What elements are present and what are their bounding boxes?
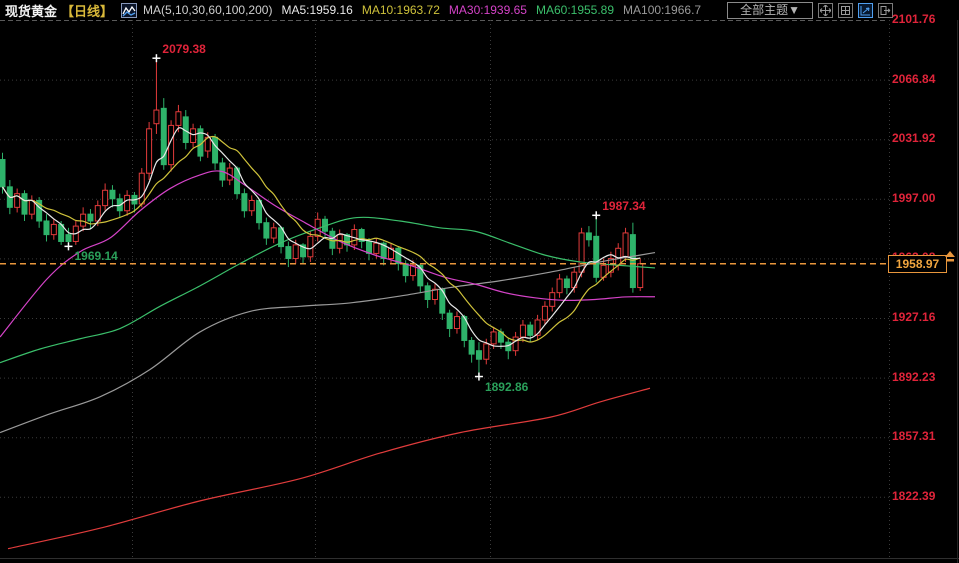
fit-scale-icon[interactable] — [838, 3, 853, 18]
ma-group-label: MA(5,10,30,60,100,200) — [143, 3, 273, 17]
axis-price-label: 2101.76 — [892, 12, 936, 26]
symbol-title: 现货黄金 — [5, 3, 58, 19]
axis-price-label: 2031.92 — [892, 131, 936, 146]
ma30-value: MA30:1939.65 — [448, 3, 527, 17]
axis-price-label: 1822.39 — [892, 488, 936, 503]
ma60-value: MA60:1955.89 — [535, 3, 615, 17]
axis-price-label: 1892.23 — [892, 369, 936, 384]
high-price-annotation: 1987.34 — [602, 199, 646, 214]
pan-icon[interactable] — [818, 3, 833, 18]
chart-header: 现货黄金 【日线】 MA(5,10,30,60,100,200) MA5:195… — [0, 0, 959, 20]
trend-tool-icon[interactable] — [858, 3, 873, 18]
ma100-value: MA100:1966.7 — [623, 3, 702, 17]
period-label: 【日线】 — [61, 3, 114, 19]
candlestick-chart[interactable]: 2101.762066.842031.921997.001962.081927.… — [0, 12, 959, 563]
axis-price-label: 2066.84 — [892, 71, 936, 86]
axis-price-label: 1927.16 — [892, 310, 936, 324]
latest-price-arrow-icon[interactable] — [944, 250, 956, 268]
collapse-panel-icon[interactable] — [878, 3, 893, 18]
chart-canvas[interactable] — [0, 20, 959, 563]
low-price-annotation: 1969.14 — [74, 249, 118, 264]
low-price-annotation: 1892.86 — [484, 379, 529, 394]
high-price-annotation: 2079.38 — [162, 42, 206, 57]
ma5-value: MA5:1959.16 — [281, 3, 353, 17]
kline-chart-icon — [121, 2, 138, 18]
ma10-value: MA10:1963.72 — [361, 3, 440, 17]
all-themes-dropdown[interactable]: 全部主题▼ — [727, 2, 813, 19]
current-price-box: 1958.97 — [888, 254, 947, 273]
axis-price-label: 1997.00 — [892, 190, 936, 205]
axis-price-label: 1857.31 — [892, 429, 936, 444]
header-controls: 全部主题▼ — [727, 2, 893, 19]
